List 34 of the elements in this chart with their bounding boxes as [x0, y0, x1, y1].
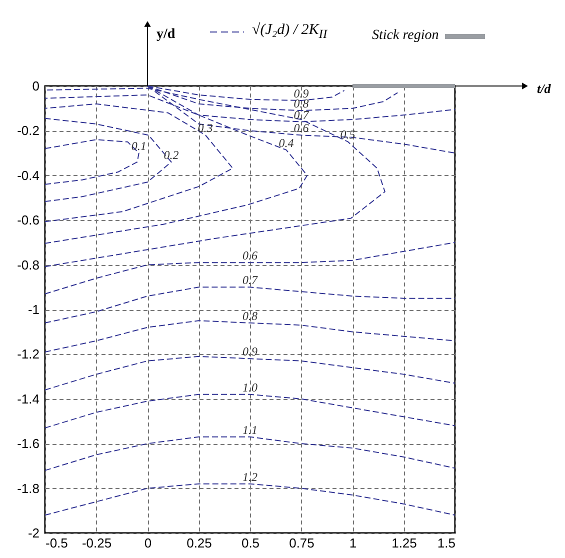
- x-tick-label: 1: [349, 536, 357, 550]
- y-tick-label: -1.8: [17, 480, 40, 496]
- series-label: 1.2: [242, 470, 258, 484]
- y-tick-label: -0.6: [17, 212, 40, 228]
- series-label: 0.8: [242, 308, 258, 323]
- x-tick-label: -0.25: [82, 536, 112, 550]
- y-tick-label: -1: [28, 302, 40, 317]
- series-label: 1.1: [242, 422, 258, 437]
- y-tick-label: -0.8: [17, 257, 40, 272]
- series-label: 1.0: [242, 380, 258, 394]
- text: t/d: [537, 81, 552, 96]
- x-tick-label: 1.25: [392, 536, 417, 550]
- x-tick-label: 0.25: [186, 536, 212, 550]
- series-label: 0.4: [278, 136, 294, 150]
- y-tick-label: -1.6: [17, 436, 40, 452]
- y-axis-title: y/d: [156, 27, 176, 42]
- y-tick-label: -2: [28, 526, 40, 540]
- y-tick-label: -0.4: [17, 168, 40, 183]
- x-tick-label: -0.5: [46, 536, 68, 550]
- legend-label: Stick region: [372, 28, 439, 44]
- x-tick-label: 1.5: [437, 536, 456, 550]
- legend-title: √(J₂d) / 2K$_{II}$: [252, 22, 328, 42]
- series-label: 0.7: [242, 273, 258, 288]
- series-label: 0.2: [164, 148, 179, 162]
- x-tick-label: 0: [144, 536, 152, 550]
- series-label: 0.9: [242, 344, 258, 359]
- x-tick-label: 0.5: [241, 536, 260, 550]
- y-tick-label: -0.2: [17, 123, 40, 138]
- series-label: 0.1: [131, 139, 146, 154]
- x-tick-label: 0.75: [289, 536, 314, 550]
- y-tick-label: 0: [32, 78, 40, 94]
- y-tick-label: -1.4: [17, 391, 40, 406]
- series-label: 0.6: [242, 248, 258, 263]
- y-tick-label: -1.2: [17, 346, 40, 362]
